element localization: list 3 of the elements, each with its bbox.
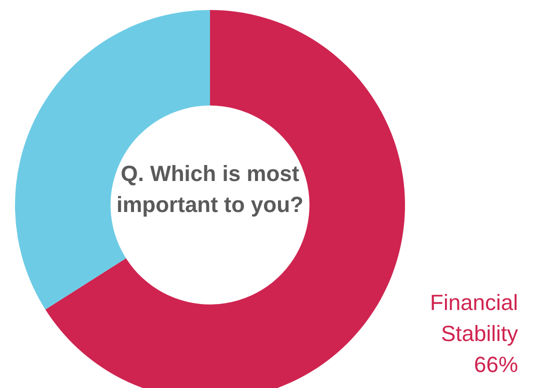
slice-label: Financial Stability: [430, 290, 518, 346]
data-label: 66%: [474, 352, 518, 377]
text: Q. Which is most important to you?: [116, 160, 304, 219]
